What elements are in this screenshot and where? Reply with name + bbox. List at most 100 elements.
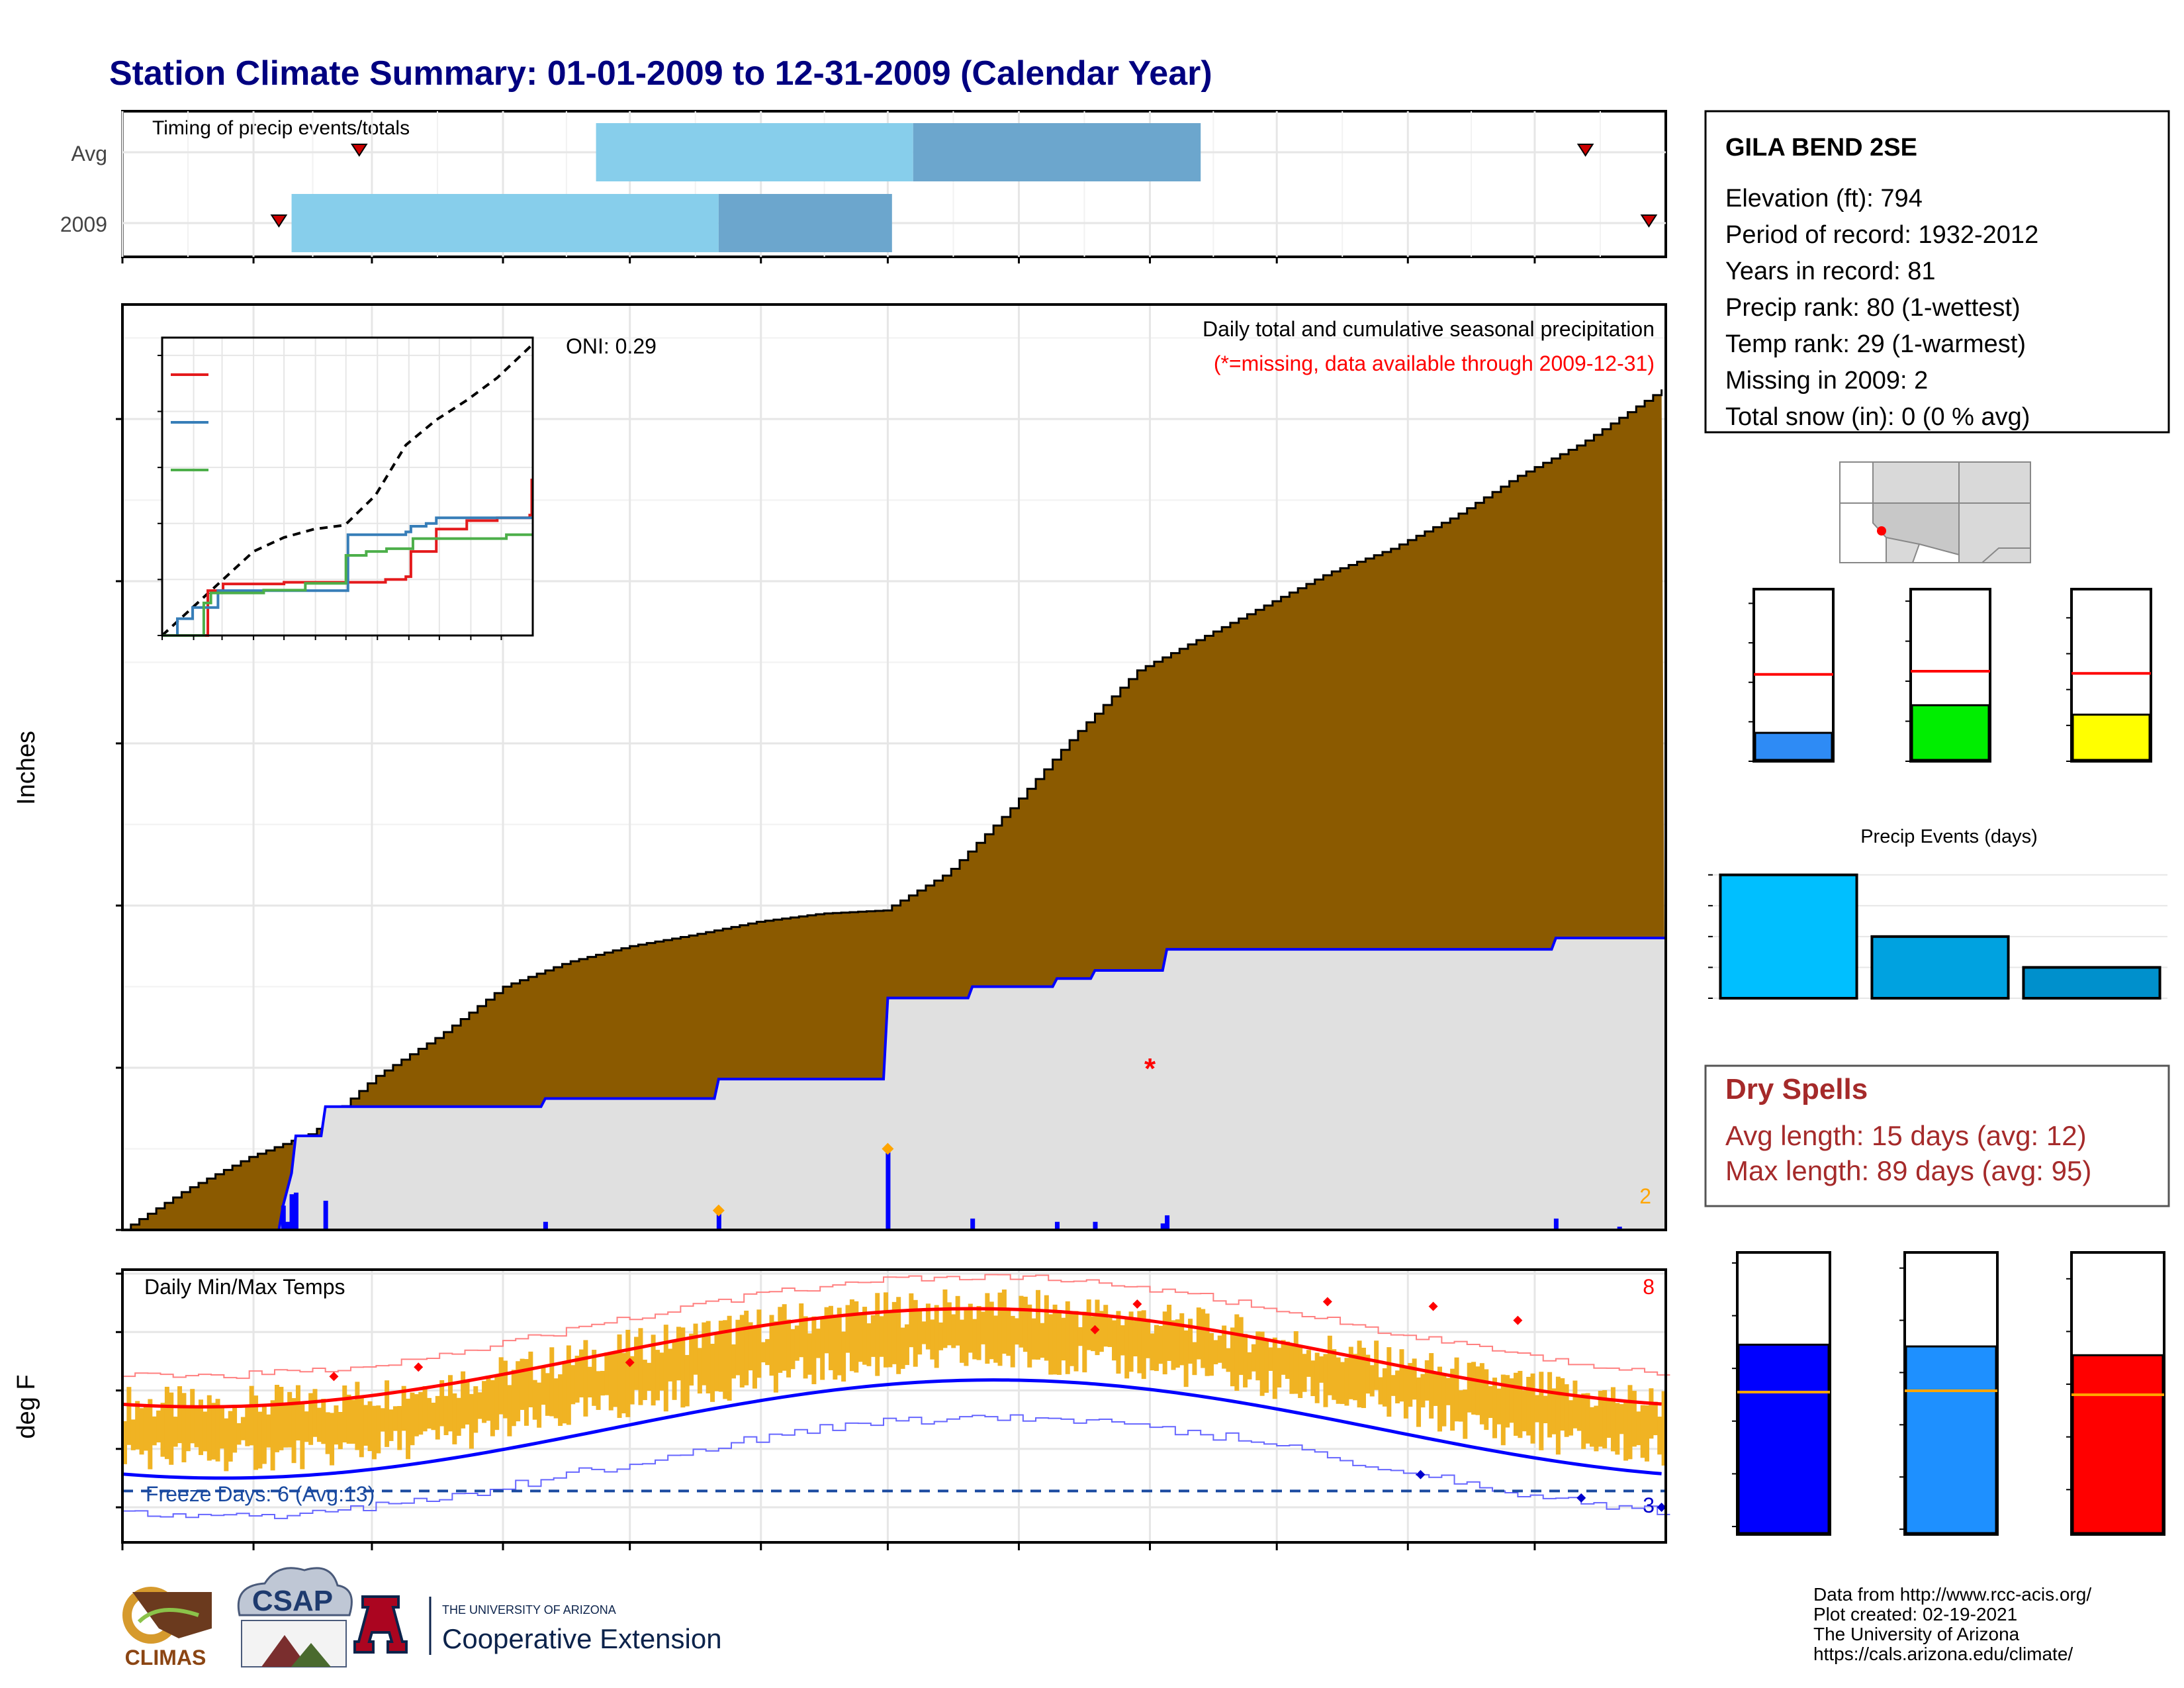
daily-temp-bar (427, 1397, 432, 1429)
daily-temp-bar (837, 1307, 842, 1376)
daily-temp-bar (1594, 1405, 1599, 1452)
max-record-marker (1513, 1315, 1523, 1325)
daily-precip-bar (285, 1221, 291, 1230)
daily-temp-bar (1201, 1309, 1206, 1368)
daily-precip-bar (1093, 1221, 1098, 1230)
daily-temp-bar (261, 1406, 267, 1464)
daily-temp-bar (473, 1386, 478, 1433)
daily-temp-bar (689, 1333, 694, 1386)
daily-temp-bar (342, 1385, 347, 1443)
daily-temp-bar (1543, 1395, 1548, 1424)
daily-temp-bar (367, 1401, 373, 1452)
daily-temp-bar (232, 1405, 238, 1453)
daily-temp-bar (549, 1347, 555, 1417)
gauges_top-gauge-fill (1911, 704, 1990, 761)
max-record-marker (414, 1362, 424, 1372)
daily-temp-bar (443, 1395, 449, 1436)
daily-temp-bar (410, 1392, 415, 1446)
daily-precip-bar (323, 1200, 328, 1230)
daily-temp-bar (1589, 1407, 1594, 1447)
daily-temp-bar (203, 1411, 208, 1452)
daily-temp-bar (1310, 1360, 1316, 1397)
timing-row-2009: 2009 (60, 212, 107, 236)
daily-temp-bar (287, 1391, 293, 1448)
daily-precip-bar (886, 1149, 891, 1230)
daily-temp-bar (896, 1297, 901, 1374)
daily-temp-bar (359, 1396, 364, 1458)
daily-temp-bar (1217, 1335, 1222, 1363)
daily-temp-bar (1353, 1354, 1358, 1401)
footer-data-source: Data from http://www.rcc-acis.org/ (1813, 1584, 2091, 1605)
csap-logo: CSAP (237, 1567, 353, 1667)
daily-temp-bar (253, 1395, 259, 1470)
gauges_bottom-gauge-fill (1905, 1345, 1997, 1534)
daily-temp-bar (1073, 1311, 1079, 1372)
daily-temp-bar (452, 1393, 457, 1444)
daily-temp-bar (435, 1395, 440, 1440)
daily-temp-bar (625, 1329, 631, 1417)
daily-temp-bar (1188, 1319, 1193, 1364)
daily-temp-bar (1598, 1390, 1603, 1447)
daily-temp-bar (1424, 1360, 1430, 1401)
daily-temp-bar (820, 1317, 825, 1380)
station-line-period: Period of record: 1932-2012 (1725, 221, 2038, 249)
daily-temp-bar (807, 1333, 813, 1375)
daily-temp-bar (1467, 1362, 1472, 1413)
daily-temp-bar (422, 1386, 428, 1432)
station-line-years: Years in record: 81 (1725, 258, 1936, 285)
daily-temp-bar (1382, 1368, 1387, 1407)
daily-temp-bar (380, 1408, 385, 1432)
daily-temp-bar (1289, 1344, 1295, 1394)
daily-temp-bar (773, 1321, 778, 1393)
daily-temp-bar (477, 1392, 482, 1419)
daily-temp-bar (486, 1376, 491, 1421)
daily-temp-bar (1522, 1390, 1527, 1432)
daily-temp-bar (1378, 1377, 1383, 1405)
daily-temp-bar (651, 1335, 656, 1406)
daily-temp-bar (909, 1293, 914, 1348)
daily-temp-bar (727, 1315, 732, 1401)
daily-temp-bar (634, 1336, 639, 1390)
daily-temp-bar (346, 1394, 351, 1444)
station-line-elevation: Elevation (ft): 794 (1725, 185, 1923, 212)
daily-temp-bar (236, 1423, 242, 1445)
max-record-marker (625, 1358, 635, 1368)
daily-temp-bar (1657, 1417, 1662, 1455)
daily-temp-bar (854, 1301, 859, 1373)
daily-temp-bar (735, 1319, 741, 1376)
max-record-marker (1132, 1299, 1142, 1309)
daily-temp-bar (1344, 1358, 1349, 1406)
daily-temp-bar (672, 1342, 677, 1400)
daily-temp-bar (206, 1395, 212, 1461)
dry-spells-max: Max length: 89 days (avg: 95) (1725, 1155, 2091, 1186)
daily-temp-bar (507, 1385, 512, 1436)
daily-temp-bar (376, 1405, 381, 1454)
daily-temp-bar (1167, 1305, 1172, 1361)
daily-temp-bar (363, 1405, 369, 1446)
daily-temp-bar (1112, 1320, 1117, 1361)
daily-temp-bar (1513, 1372, 1518, 1436)
daily-temp-bar (1137, 1311, 1142, 1374)
daily-temp-bar (1086, 1299, 1091, 1350)
daily-temp-bar (760, 1342, 766, 1363)
daily-temp-bar (545, 1373, 550, 1416)
daily-temp-bar (676, 1327, 681, 1381)
daily-temp-bar (1298, 1346, 1303, 1398)
climas-logo: CLIMAS (122, 1587, 212, 1669)
daily-temp-bar (1357, 1340, 1362, 1408)
daily-temp-bar (152, 1416, 157, 1446)
daily-temp-bar (1547, 1372, 1553, 1438)
daily-temp-bar (1255, 1331, 1261, 1381)
max-record-marker (1090, 1325, 1100, 1335)
footer-credits: Data from http://www.rcc-acis.org/ Plot … (1813, 1584, 2091, 1664)
daily-temp-bar (600, 1370, 605, 1396)
temp-ylabel: deg F (13, 1374, 40, 1438)
daily-temp-bar (1306, 1350, 1311, 1377)
daily-temp-bar (1463, 1389, 1468, 1439)
precip-panel-subtitle: (*=missing, data available through 2009-… (1214, 352, 1655, 375)
daily-temp-bar (1192, 1342, 1197, 1376)
daily-temp-bar (1403, 1366, 1408, 1419)
daily-temp-bar (647, 1362, 652, 1391)
daily-temp-bar (135, 1401, 140, 1450)
daily-temp-bar (558, 1374, 563, 1427)
